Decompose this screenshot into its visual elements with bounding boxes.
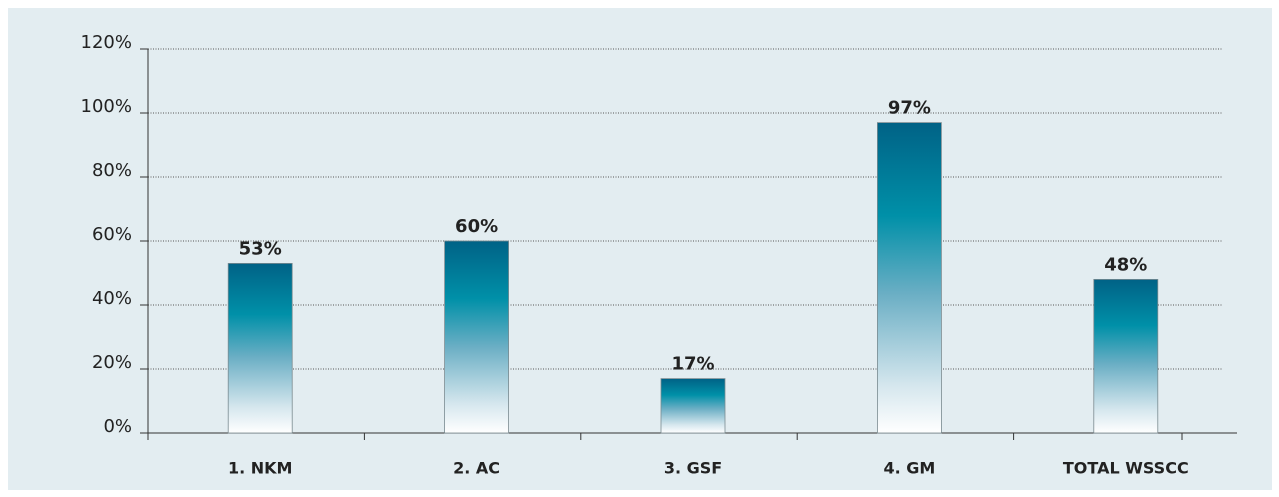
y-tick-label: 80% bbox=[92, 160, 132, 181]
value-label: 17% bbox=[671, 354, 714, 375]
value-label: 53% bbox=[239, 238, 282, 259]
plot-background bbox=[8, 8, 1272, 490]
value-label: 97% bbox=[888, 98, 931, 119]
value-label: 48% bbox=[1104, 254, 1147, 275]
bar bbox=[444, 240, 510, 434]
y-tick-label: 40% bbox=[92, 288, 132, 309]
x-tick-label: 2. AC bbox=[453, 459, 500, 478]
bar bbox=[660, 378, 726, 434]
bar bbox=[877, 122, 942, 434]
bar bbox=[1093, 278, 1159, 434]
y-tick-label: 20% bbox=[92, 352, 132, 373]
x-tick-label: TOTAL WSSCC bbox=[1063, 459, 1189, 478]
y-tick-label: 60% bbox=[92, 224, 132, 245]
bar bbox=[227, 262, 293, 434]
y-tick-label: 120% bbox=[81, 32, 132, 53]
value-label: 60% bbox=[455, 216, 498, 237]
y-tick-label: 100% bbox=[81, 96, 132, 117]
y-tick-label: 0% bbox=[103, 416, 132, 437]
x-tick-label: 3. GSF bbox=[664, 459, 722, 478]
x-tick-label: 4. GM bbox=[883, 459, 935, 478]
x-tick-label: 1. NKM bbox=[228, 459, 293, 478]
